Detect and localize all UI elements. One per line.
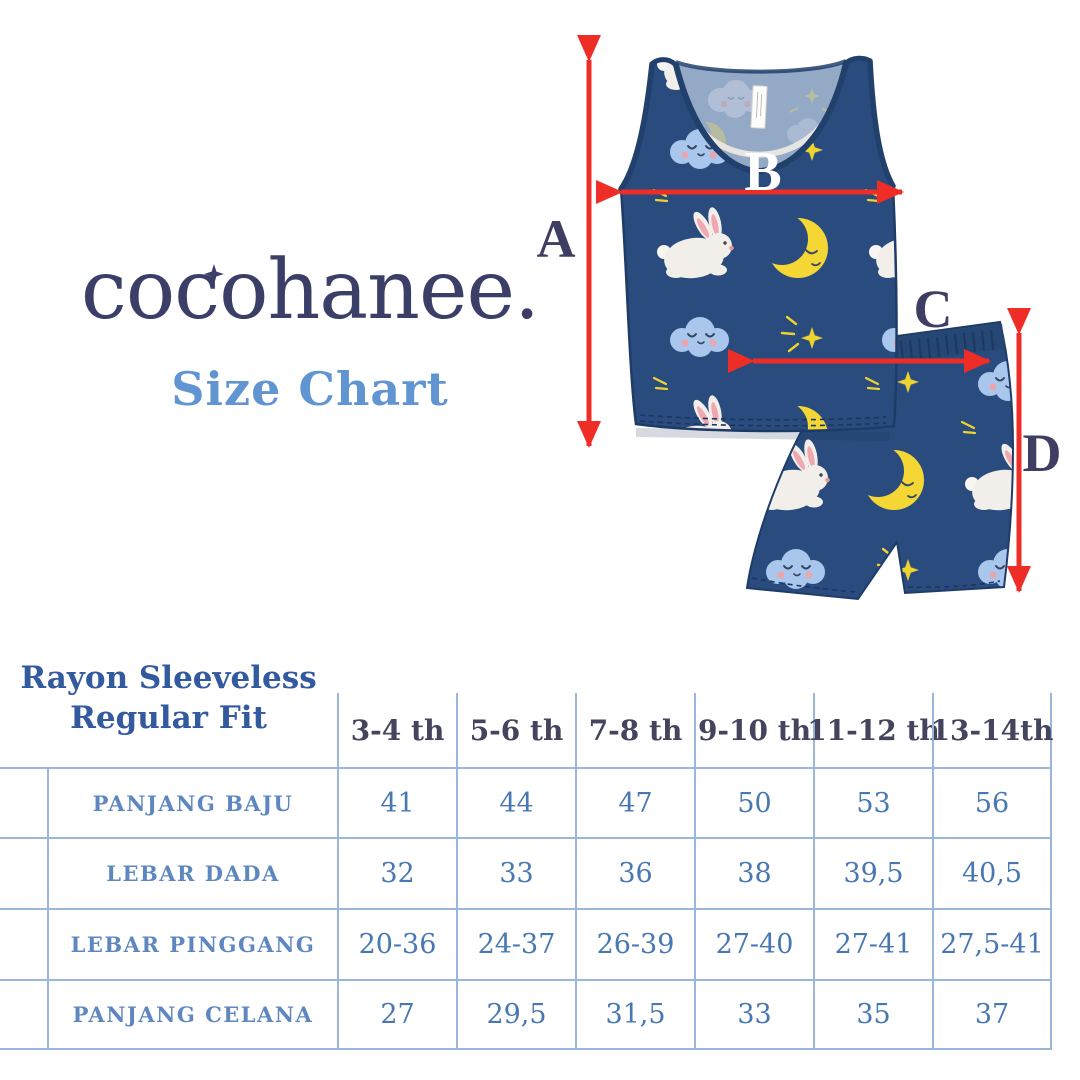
table-cell: 31,5: [575, 979, 694, 1050]
table-cell: 35: [813, 979, 932, 1050]
table-cell: 44: [456, 767, 575, 837]
table-row-spacer: [0, 979, 47, 1050]
column-header: 13-14th: [931, 650, 1053, 767]
table-cell: 33: [456, 837, 575, 908]
table-cell: 27-40: [694, 908, 813, 979]
table-cell: 41: [337, 767, 456, 837]
column-header: 7-8 th: [575, 650, 694, 767]
size-chart-title: Size Chart: [171, 362, 449, 416]
table-row-spacer: [0, 767, 47, 837]
table-cell: 40,5: [932, 837, 1052, 908]
care-tag: [750, 85, 768, 129]
table-cell: 26-39: [575, 908, 694, 979]
table-row-spacer: [0, 908, 47, 979]
measure-label-d: D: [1023, 423, 1062, 483]
column-header: 3-4 th: [337, 650, 456, 767]
measure-arrows: [577, 35, 1031, 593]
table-cell: 50: [694, 767, 813, 837]
measure-label-c: C: [914, 279, 953, 339]
table-cell: 36: [575, 837, 694, 908]
table-row-spacer: [0, 837, 47, 908]
column-header: 11-12 th: [807, 650, 940, 767]
brand-logo: cocohanee.: [80, 243, 540, 338]
table-cell: 27: [337, 979, 456, 1050]
row-label: PANJANG CELANA: [47, 979, 337, 1050]
row-label: PANJANG BAJU: [47, 767, 337, 837]
table-cell: 37: [932, 979, 1052, 1050]
size-table: Rayon Sleeveless Regular Fit 3-4 th 5-6 …: [0, 650, 1053, 1050]
tank-top-photo: [618, 55, 898, 441]
measure-label-a: A: [537, 209, 576, 269]
product-measure-diagram: A B C D: [537, 35, 1062, 601]
product-title-line1: Rayon Sleeveless: [20, 660, 317, 696]
table-cell: 32: [337, 837, 456, 908]
table-cell: 29,5: [456, 979, 575, 1050]
table-cell: 33: [694, 979, 813, 1050]
column-header: 5-6 th: [456, 650, 575, 767]
table-cell: 53: [813, 767, 932, 837]
measure-label-b: B: [744, 141, 781, 203]
table-cell: 27-41: [813, 908, 932, 979]
sparkle-icon: [204, 264, 224, 284]
table-cell: 39,5: [813, 837, 932, 908]
product-title-line2: Regular Fit: [70, 700, 267, 736]
table-cell: 24-37: [456, 908, 575, 979]
row-label: LEBAR DADA: [47, 837, 337, 908]
row-label: LEBAR PINGGANG: [47, 908, 337, 979]
table-cell: 56: [932, 767, 1052, 837]
table-cell: 38: [694, 837, 813, 908]
table-cell: 47: [575, 767, 694, 837]
table-cell: 20-36: [337, 908, 456, 979]
product-title: Rayon Sleeveless Regular Fit: [0, 650, 337, 767]
table-cell: 27,5-41: [932, 908, 1052, 979]
column-header: 9-10 th: [694, 650, 813, 767]
